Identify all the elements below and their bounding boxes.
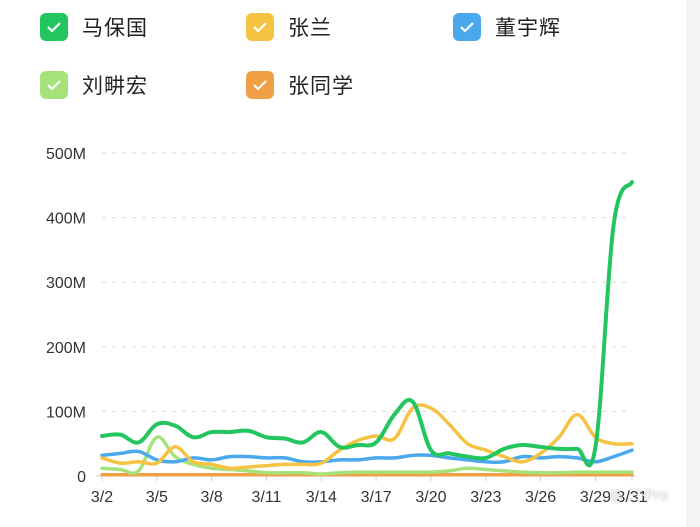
- x-tick-label: 3/26: [525, 489, 556, 506]
- y-tick-label: 100M: [46, 404, 86, 421]
- check-icon: [460, 22, 474, 33]
- x-tick-label: 3/2: [91, 489, 113, 506]
- x-tick-label: 3/20: [415, 489, 446, 506]
- y-tick-label: 0: [77, 469, 86, 486]
- series-line-3: [100, 435, 634, 476]
- legend-checkbox-2[interactable]: [453, 13, 481, 41]
- legend-checkbox-1[interactable]: [246, 13, 274, 41]
- x-tick-label: 3/17: [361, 489, 392, 506]
- y-tick-label: 400M: [46, 211, 86, 228]
- legend-label: 张兰: [288, 16, 332, 40]
- legend-label: 董宇辉: [495, 16, 561, 40]
- x-tick-label: 3/14: [306, 489, 337, 506]
- check-icon: [47, 80, 61, 91]
- legend-label: 张同学: [288, 74, 354, 98]
- legend-checkbox-4[interactable]: [246, 71, 274, 99]
- x-tick-label: 3/8: [201, 489, 223, 506]
- legend-item-1[interactable]: 张兰: [246, 12, 332, 42]
- series-line-0: [100, 180, 634, 468]
- legend-label: 马保国: [82, 16, 148, 40]
- watermark: @ 三·Pro: [608, 488, 668, 504]
- check-icon: [47, 22, 61, 33]
- legend-label: 刘畊宏: [82, 74, 148, 98]
- legend-checkbox-0[interactable]: [40, 13, 68, 41]
- legend: 马保国 张兰 董宇辉 刘畊宏 张同学: [0, 0, 686, 120]
- x-tick-label: 3/5: [146, 489, 168, 506]
- y-tick-label: 500M: [46, 146, 86, 163]
- x-tick-label: 3/11: [252, 489, 282, 506]
- x-tick-label: 3/31: [616, 489, 647, 506]
- series-line-1: [100, 403, 634, 471]
- legend-checkbox-3[interactable]: [40, 71, 68, 99]
- check-icon: [253, 80, 267, 91]
- x-tick-label: 3/29: [580, 489, 611, 506]
- legend-item-2[interactable]: 董宇辉: [453, 12, 561, 42]
- legend-item-0[interactable]: 马保国: [40, 12, 148, 42]
- y-tick-label: 300M: [46, 275, 86, 292]
- legend-item-4[interactable]: 张同学: [246, 70, 354, 100]
- y-tick-label: 200M: [46, 340, 86, 357]
- series-line-2: [100, 448, 634, 465]
- x-tick-label: 3/23: [470, 489, 501, 506]
- legend-item-3[interactable]: 刘畊宏: [40, 70, 148, 100]
- check-icon: [253, 22, 267, 33]
